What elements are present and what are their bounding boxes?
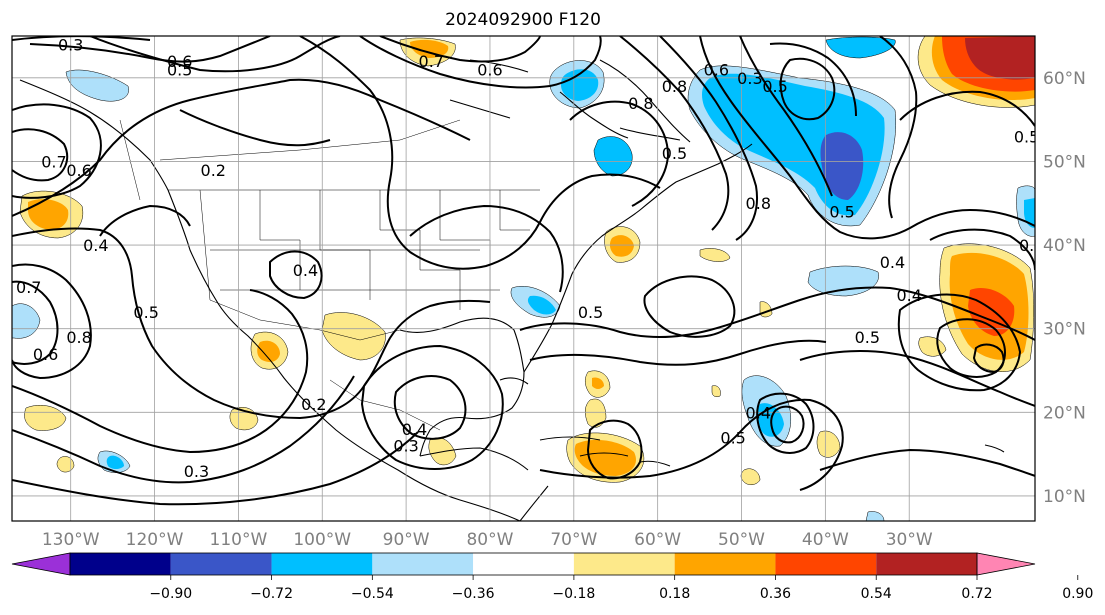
lon-label-10: 30°W xyxy=(886,530,933,550)
colorbar-tick-label-1: −0.72 xyxy=(250,586,293,602)
latitude-labels: 60°N 50°N 40°N 30°N 20°N 10°N xyxy=(1043,69,1086,507)
lon-label-7: 60°W xyxy=(634,530,681,550)
contour-label-16: 0.7 xyxy=(419,52,444,71)
contour-label-13: 0.3 xyxy=(184,462,209,481)
contour-label-5: 0.6 xyxy=(66,161,91,180)
contour-label-28: 0.5 xyxy=(720,428,745,447)
lat-label-3: 30°N xyxy=(1043,320,1086,340)
contour-label-22: 0.8 xyxy=(662,77,687,96)
contour-label-14: 0.4 xyxy=(402,420,427,439)
contour-label-10: 0.6 xyxy=(33,345,58,364)
longitude-labels: 130°W 120°W 110°W 100°W 90°W 80°W 70°W 60°W 50°W… xyxy=(42,530,933,550)
colorbar-tick-label-8: 0.72 xyxy=(961,586,992,602)
lon-label-2: 110°W xyxy=(210,530,268,550)
map-panel: 0.30.60.50.20.7 0.60.40.70.50.80.60.40.20… xyxy=(11,35,1086,550)
lat-label-4: 20°N xyxy=(1043,403,1086,423)
colorbar-tick-label-2: −0.54 xyxy=(351,586,394,602)
lon-label-1: 120°W xyxy=(126,530,184,550)
contour-label-7: 0.7 xyxy=(16,278,41,297)
contour-label-20: 0.5 xyxy=(762,77,787,96)
contour-label-33: 0. xyxy=(1019,236,1034,255)
contour-label-21: 0.8 xyxy=(628,94,653,113)
contour-label-18: 0.6 xyxy=(704,60,729,79)
colorbar-tick-label-0: −0.90 xyxy=(149,586,192,602)
contour-label-17: 0.6 xyxy=(477,60,502,79)
contour-label-25: 0.5 xyxy=(662,144,687,163)
lat-label-2: 40°N xyxy=(1043,236,1086,256)
contour-label-0: 0.3 xyxy=(58,35,83,54)
lat-label-0: 60°N xyxy=(1043,69,1086,89)
contour-labels: 0.30.60.50.20.7 0.60.40.70.50.80.60.40.20… xyxy=(16,35,1039,481)
contour-label-30: 0.4 xyxy=(896,286,921,305)
map-frame xyxy=(11,35,1036,522)
colorbar-tick-label-4: −0.18 xyxy=(552,586,595,602)
colorbar-tick-label-3: −0.36 xyxy=(452,586,495,602)
contour-label-12: 0.2 xyxy=(301,395,326,414)
lon-label-5: 80°W xyxy=(466,530,513,550)
contour-label-6: 0.4 xyxy=(83,236,108,255)
contour-label-11: 0.4 xyxy=(293,261,318,280)
colorbar-tick-label-9: 0.90 xyxy=(1062,586,1093,602)
contour-label-4: 0.7 xyxy=(41,152,66,171)
lat-label-5: 10°N xyxy=(1043,487,1086,507)
coastlines xyxy=(19,59,1005,521)
contour-label-2: 0.5 xyxy=(167,60,192,79)
contour-label-29: 0.4 xyxy=(880,253,905,272)
lon-label-8: 50°W xyxy=(718,530,765,550)
colorbar-tick-label-7: 0.54 xyxy=(861,586,892,602)
lon-label-4: 90°W xyxy=(383,530,430,550)
contour-label-26: 0.5 xyxy=(578,303,603,322)
contour-label-32: 0.5 xyxy=(1014,127,1039,146)
colorbar-tick-label-6: 0.36 xyxy=(760,586,791,602)
contour-label-23: 0.8 xyxy=(746,194,771,213)
contour-label-31: 0.5 xyxy=(855,328,880,347)
contour-label-27: 0.4 xyxy=(746,403,771,422)
contour-label-8: 0.5 xyxy=(133,303,158,322)
colorbar-tick-label-5: 0.18 xyxy=(659,586,690,602)
lon-label-9: 40°W xyxy=(802,530,849,550)
contour-lines xyxy=(12,36,1035,506)
lon-label-0: 130°W xyxy=(42,530,100,550)
plot-title: 2024092900 F120 xyxy=(445,10,601,30)
lat-label-1: 50°N xyxy=(1043,152,1086,172)
shaded-field xyxy=(12,36,1035,521)
contour-label-9: 0.8 xyxy=(66,328,91,347)
contour-label-19: 0.3 xyxy=(737,69,762,88)
contour-label-15: 0.3 xyxy=(393,437,418,456)
lon-label-3: 100°W xyxy=(293,530,351,550)
contour-label-1: 0.6 xyxy=(167,52,192,71)
contour-label-24: 0.5 xyxy=(829,203,854,222)
contour-label-3: 0.2 xyxy=(201,161,226,180)
lon-label-6: 70°W xyxy=(550,530,597,550)
